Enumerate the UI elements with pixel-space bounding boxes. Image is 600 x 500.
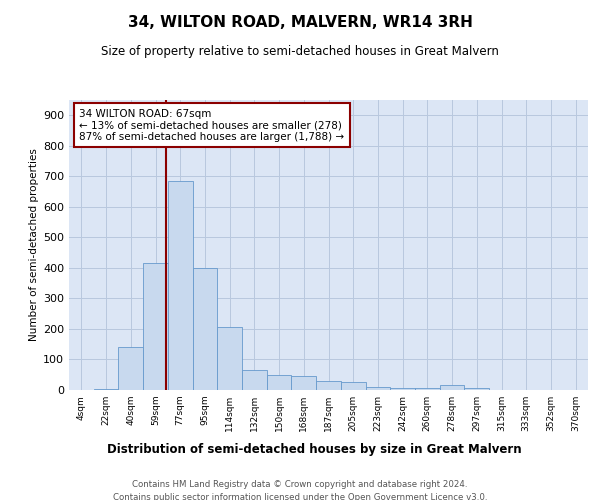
Bar <box>292 376 316 390</box>
Bar <box>118 348 143 390</box>
Y-axis label: Number of semi-detached properties: Number of semi-detached properties <box>29 148 39 342</box>
Bar <box>390 388 415 390</box>
Bar <box>143 264 168 390</box>
Text: Contains HM Land Registry data © Crown copyright and database right 2024.
Contai: Contains HM Land Registry data © Crown c… <box>113 480 487 500</box>
Bar <box>316 381 341 390</box>
Bar <box>341 382 365 390</box>
Text: 34 WILTON ROAD: 67sqm
← 13% of semi-detached houses are smaller (278)
87% of sem: 34 WILTON ROAD: 67sqm ← 13% of semi-deta… <box>79 108 344 142</box>
Text: Distribution of semi-detached houses by size in Great Malvern: Distribution of semi-detached houses by … <box>107 442 521 456</box>
Bar <box>267 374 292 390</box>
Text: Size of property relative to semi-detached houses in Great Malvern: Size of property relative to semi-detach… <box>101 45 499 58</box>
Bar <box>168 181 193 390</box>
Bar <box>242 370 267 390</box>
Text: 34, WILTON ROAD, MALVERN, WR14 3RH: 34, WILTON ROAD, MALVERN, WR14 3RH <box>128 15 472 30</box>
Bar <box>464 388 489 390</box>
Bar <box>217 328 242 390</box>
Bar <box>365 387 390 390</box>
Bar <box>440 386 464 390</box>
Bar <box>415 388 440 390</box>
Bar <box>193 268 217 390</box>
